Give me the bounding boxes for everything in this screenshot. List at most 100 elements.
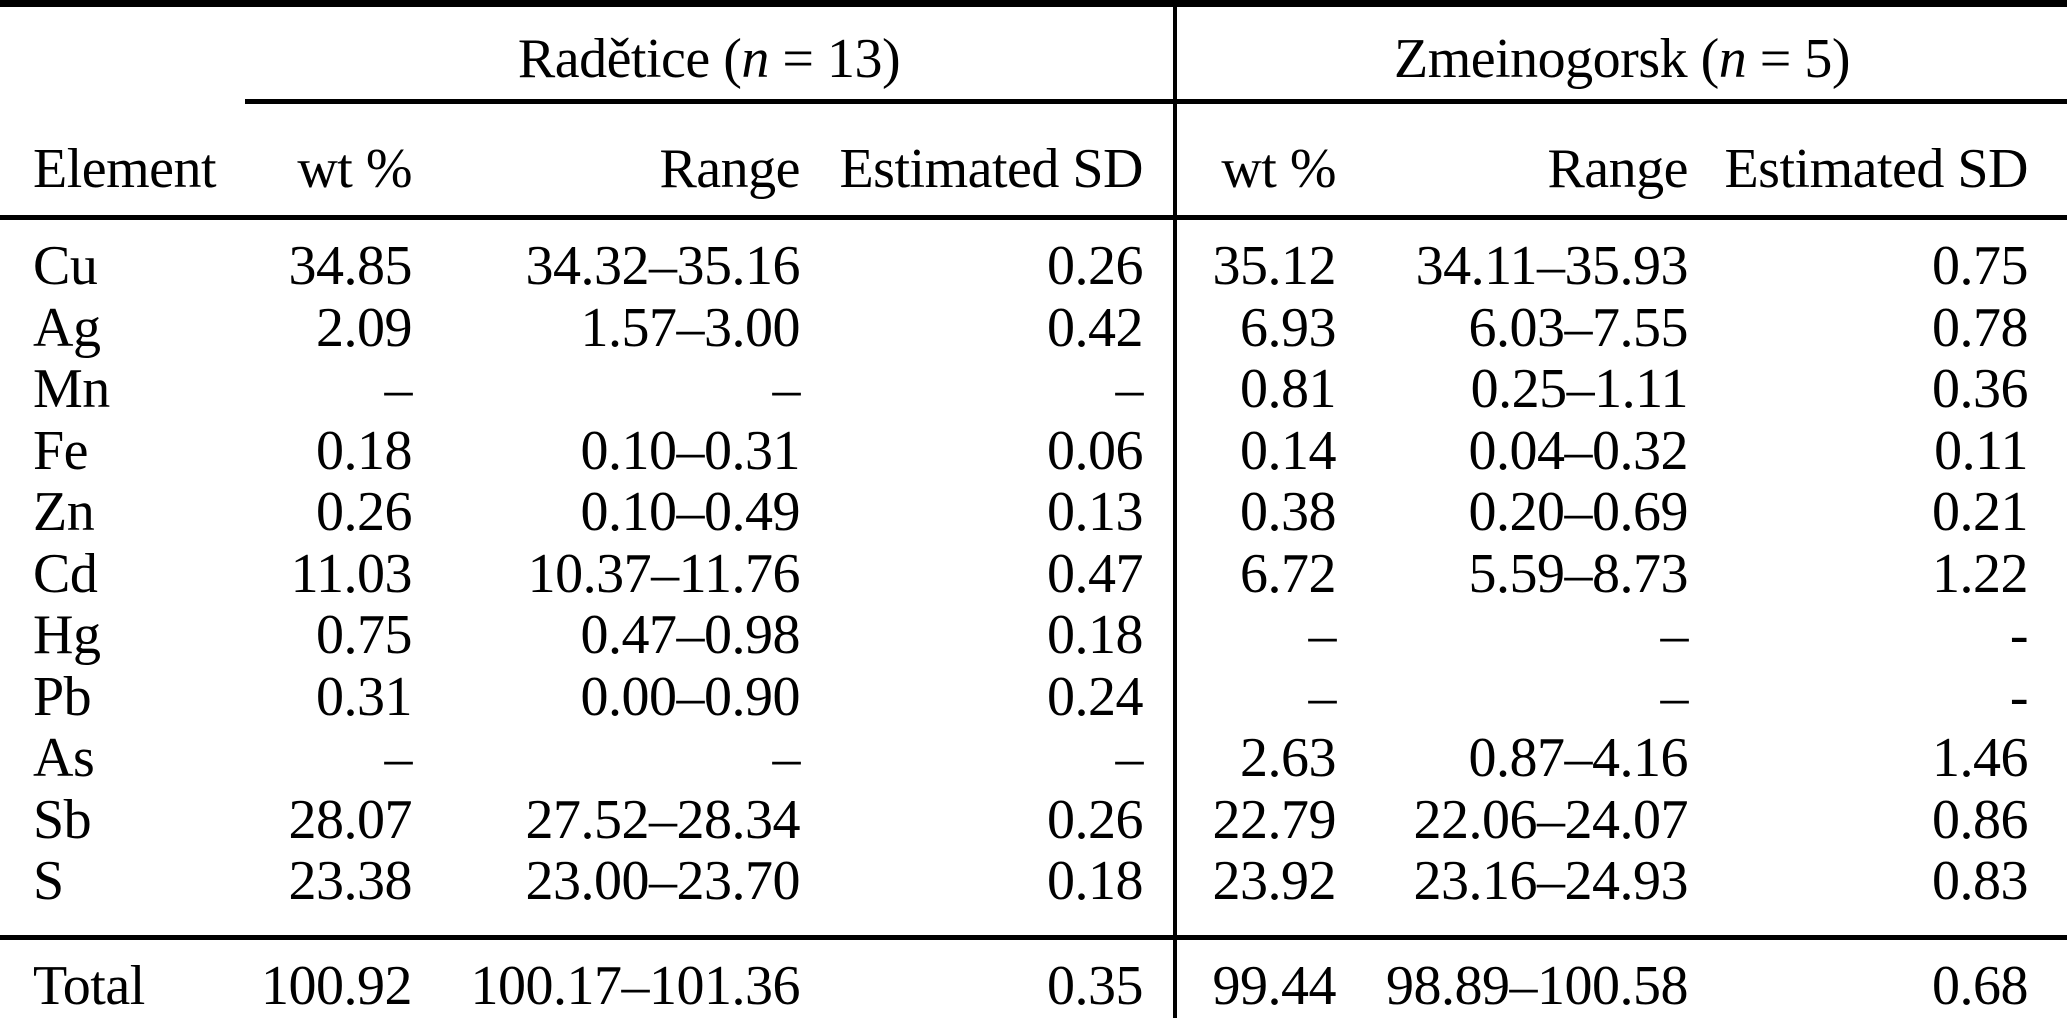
element-cell: S [33, 850, 64, 912]
table-body: Cu 34.85 34.32–35.16 0.26 35.12 34.11–35.93 0.… [0, 217, 2067, 937]
value-cell: 0.20–0.69 [1468, 481, 1689, 543]
value-cell: 0.75 [316, 604, 413, 666]
value-cell: 34.11–35.93 [1415, 235, 1689, 297]
group-label-count: = 5) [1746, 28, 1851, 90]
value-cell: 0.42 [1047, 296, 1144, 359]
value-cell: 0.11 [1934, 419, 2028, 482]
value-cell: 0.18 [316, 419, 413, 482]
group-label-text: Radětice ( [517, 28, 742, 90]
table-row-fe: Fe 0.18 0.10–0.31 0.06 0.14 0.04–0.32 0.11 [0, 419, 2067, 482]
element-cell: Fe [33, 419, 89, 482]
value-cell: 22.06–24.07 [1413, 788, 1689, 851]
column-header-sd-radetice: Estimated SD [806, 101, 1175, 220]
value-cell: 0.83 [1932, 850, 2029, 912]
n-variable: n [1718, 28, 1747, 90]
value-cell: 0.13 [1047, 481, 1144, 543]
value-cell: 1.22 [1932, 542, 2029, 605]
column-header-wtpct-radetice: wt % [245, 101, 420, 220]
column-header-element: Element [0, 101, 245, 220]
total-value-cell: 99.44 [1173, 934, 1341, 1018]
value-cell: 10.37–11.76 [527, 542, 801, 605]
table-row-zn: Zn 0.26 0.10–0.49 0.13 0.38 0.20–0.69 0.21 [0, 481, 2067, 544]
column-header-range-zmeinogorsk: Range [1341, 101, 1693, 220]
value-cell: 0.87–4.16 [1468, 727, 1689, 789]
value-cell: 11.03 [290, 542, 413, 605]
group-header-row: Radětice (n = 13) Zmeinogorsk (n = 5) [0, 0, 2067, 104]
value-cell: 0.78 [1932, 296, 2029, 359]
table-row-cd: Cd 11.03 10.37–11.76 0.47 6.72 5.59–8.73 1.22 [0, 542, 2067, 605]
value-cell: 0.18 [1047, 604, 1144, 666]
value-cell: - [2009, 665, 2029, 728]
value-cell: 0.26 [1047, 788, 1144, 851]
value-cell: 23.16–24.93 [1413, 850, 1689, 912]
value-cell: 0.10–0.31 [580, 419, 801, 482]
value-cell: 2.63 [1173, 727, 1341, 790]
value-cell: 0.21 [1932, 481, 2029, 543]
value-cell: 0.75 [1932, 235, 2029, 297]
column-header-sd-zmeinogorsk: Estimated SD [1693, 101, 2067, 220]
value-cell: 34.32–35.16 [525, 235, 801, 297]
table-row-as: As – – –2.63 0.87–4.16 1.46 [0, 727, 2067, 790]
value-cell: 22.79 [1173, 789, 1341, 851]
value-cell: 0.38 [1173, 481, 1341, 544]
value-cell: 0.86 [1932, 788, 2029, 851]
value-cell: – [772, 727, 801, 789]
value-cell: 35.12 [1173, 217, 1341, 298]
value-cell: 5.59–8.73 [1468, 542, 1689, 605]
table-head: Radětice (n = 13) Zmeinogorsk (n = 5) El… [0, 0, 2067, 220]
value-cell: 23.00–23.70 [525, 850, 801, 912]
value-cell: – [1660, 665, 1689, 728]
value-cell: 34.85 [288, 235, 413, 297]
value-cell: - [2009, 604, 2029, 666]
value-cell: 0.81 [1173, 358, 1341, 421]
total-label-cell: Total [0, 934, 245, 1018]
value-cell: 0.26 [316, 481, 413, 543]
total-value-cell: 0.68 [1693, 934, 2067, 1018]
value-cell: 1.46 [1932, 727, 2029, 789]
value-cell: 0.26 [1047, 235, 1144, 297]
value-cell: 28.07 [288, 788, 413, 851]
value-cell: 0.36 [1932, 358, 2029, 420]
total-value-cell: 98.89–100.58 [1341, 934, 1693, 1018]
value-cell: 6.72 [1173, 543, 1341, 605]
group-label-count: = 13) [768, 28, 901, 90]
value-cell: – [1115, 358, 1144, 420]
column-header-wtpct-zmeinogorsk: wt % [1173, 101, 1341, 220]
total-value-cell: 100.17–101.36 [420, 934, 806, 1018]
group-header-radetice: Radětice (n = 13) [245, 0, 1175, 104]
element-cell: Pb [33, 665, 92, 728]
value-cell: 0.06 [1047, 419, 1144, 482]
element-cell: Cu [33, 235, 98, 297]
column-header-row: Element wt % Range Estimated SD wt % Ran… [0, 101, 2067, 220]
value-cell: 0.47–0.98 [580, 604, 801, 666]
table-row-ag: Ag 2.09 1.57–3.00 0.42 6.93 6.03–7.55 0.78 [0, 296, 2067, 359]
value-cell: 6.93 [1173, 297, 1341, 359]
value-cell: 1.57–3.00 [580, 296, 801, 359]
column-header-range-radetice: Range [420, 101, 806, 220]
element-cell: Cd [33, 542, 98, 605]
n-variable: n [741, 28, 769, 90]
value-cell: 27.52–28.34 [525, 788, 801, 851]
value-cell: 0.04–0.32 [1468, 419, 1689, 482]
value-cell: – [772, 358, 801, 420]
value-cell: 0.10–0.49 [580, 481, 801, 543]
value-cell: 2.09 [316, 296, 413, 359]
value-cell: 6.03–7.55 [1468, 296, 1689, 359]
value-cell: – [1115, 727, 1144, 789]
value-cell: – [1173, 604, 1341, 667]
group-header-zmeinogorsk: Zmeinogorsk (n = 5) [1173, 0, 2067, 104]
value-cell: – [384, 358, 413, 420]
table-row-mn: Mn – – –0.81 0.25–1.11 0.36 [0, 358, 2067, 421]
value-cell: 0.18 [1047, 850, 1144, 912]
table-foot: Total 100.92 100.17–101.36 0.35 99.44 98.89–1… [0, 934, 2067, 1018]
value-cell: – [1660, 604, 1689, 666]
table-row-pb: Pb 0.31 0.00–0.90 0.24– – - [0, 665, 2067, 728]
table-row-cu: Cu 34.85 34.32–35.16 0.26 35.12 34.11–35.93 0.… [0, 217, 2067, 298]
element-cell: As [33, 727, 95, 789]
table-row-sb: Sb 28.07 27.52–28.34 0.26 22.79 22.06–24.07 0.… [0, 788, 2067, 851]
total-value-cell: 0.35 [806, 934, 1175, 1018]
total-row: Total 100.92 100.17–101.36 0.35 99.44 98.89–1… [0, 934, 2067, 1018]
value-cell: – [384, 727, 413, 789]
group-label-text: Zmeinogorsk ( [1393, 28, 1719, 90]
